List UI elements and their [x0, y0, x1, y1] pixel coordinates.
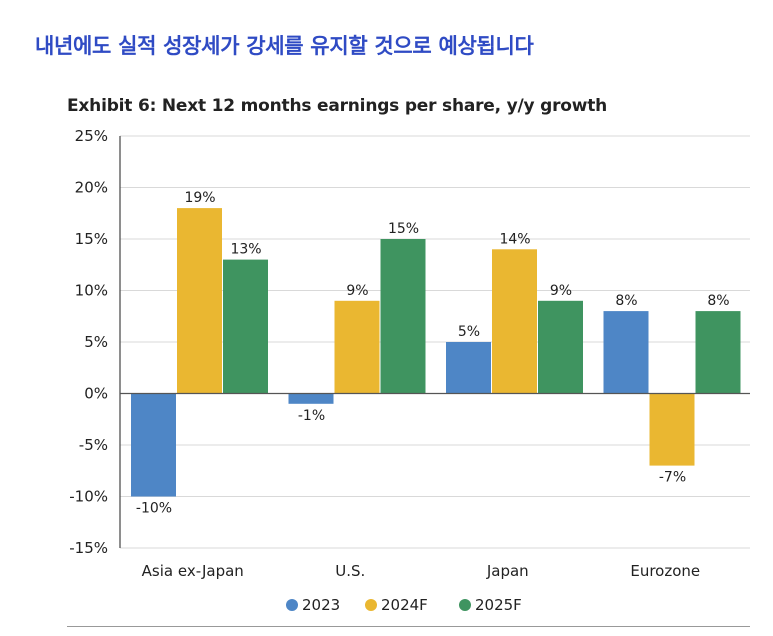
bar-2023-asia-ex-japan	[131, 393, 176, 497]
bar-2024f-u-s-	[334, 300, 380, 394]
legend-label: 2024F	[381, 596, 428, 614]
bar-2023-japan	[446, 342, 491, 394]
bar-2025f-japan	[538, 300, 583, 394]
y-tick-label: 5%	[84, 333, 108, 351]
data-label: 14%	[499, 231, 530, 247]
x-category-label: Japan	[486, 562, 529, 580]
y-tick-label: 20%	[75, 179, 108, 197]
bar-2025f-eurozone	[695, 311, 741, 394]
data-label: 13%	[230, 242, 261, 258]
bar-2023-eurozone	[603, 311, 649, 394]
bar-2024f-japan	[492, 249, 537, 394]
data-label: 5%	[458, 324, 480, 340]
data-label: 15%	[388, 221, 419, 237]
data-label: -7%	[659, 470, 686, 486]
bottom-divider	[67, 626, 750, 627]
bar-2024f-eurozone	[649, 393, 695, 466]
y-tick-label: 0%	[84, 385, 108, 403]
data-label: 9%	[550, 283, 572, 299]
data-label: 19%	[184, 190, 215, 206]
x-category-label: U.S.	[335, 562, 365, 580]
bar-2025f-u-s-	[380, 239, 426, 394]
legend-label: 2023	[302, 596, 340, 614]
legend-marker	[459, 599, 471, 611]
legend-label: 2025F	[475, 596, 522, 614]
x-category-label: Asia ex-Japan	[142, 562, 244, 580]
chart-title: Exhibit 6: Next 12 months earnings per s…	[67, 96, 608, 116]
bar-2024f-asia-ex-japan	[177, 208, 222, 394]
y-tick-label: -5%	[79, 436, 108, 454]
data-label: 8%	[707, 293, 729, 309]
data-label: 8%	[615, 293, 637, 309]
y-tick-label: -10%	[69, 488, 108, 506]
data-label: 9%	[346, 283, 368, 299]
x-category-label: Eurozone	[630, 562, 700, 580]
data-label: -10%	[136, 501, 172, 517]
page-heading: 내년에도 실적 성장세가 강세를 유지할 것으로 예상됩니다	[35, 34, 534, 58]
data-label: -1%	[298, 408, 325, 424]
legend-marker	[365, 599, 377, 611]
bar-2023-u-s-	[288, 393, 334, 404]
y-tick-label: -15%	[69, 539, 108, 557]
y-tick-label: 25%	[75, 127, 108, 145]
y-tick-label: 15%	[75, 230, 108, 248]
bar-2025f-asia-ex-japan	[223, 259, 268, 394]
y-tick-label: 10%	[75, 282, 108, 300]
legend-marker	[286, 599, 298, 611]
